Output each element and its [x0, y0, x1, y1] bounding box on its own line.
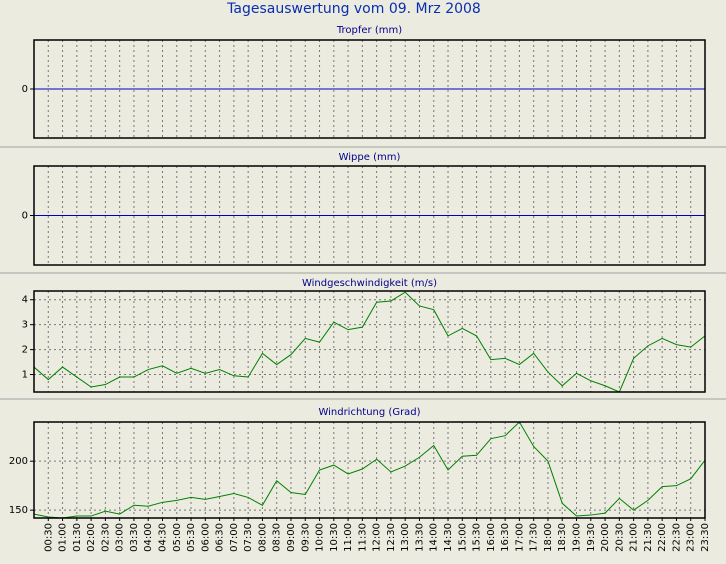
x-tick-label: 18:30	[557, 523, 568, 552]
data-line	[33, 291, 706, 393]
x-tick-label: 21:00	[629, 523, 640, 552]
plot-border	[33, 165, 706, 266]
x-tick-label: 11:30	[357, 523, 368, 552]
x-tick-label: 17:00	[514, 523, 525, 552]
panel-title: Windrichtung (Grad)	[318, 407, 420, 418]
x-tick-label: 11:00	[343, 523, 354, 552]
x-tick-label: 20:30	[614, 523, 625, 552]
x-tick-label: 23:30	[700, 523, 711, 552]
y-tick-label: 0	[22, 211, 28, 222]
plot-area	[34, 422, 705, 518]
x-tick-label: 01:30	[72, 523, 83, 552]
x-tick-label: 12:30	[386, 523, 397, 552]
y-tick-label: 150	[9, 505, 28, 516]
x-tick-label: 18:00	[543, 523, 554, 552]
x-tick-label: 23:00	[686, 523, 697, 552]
x-tick-label: 08:30	[272, 523, 283, 552]
panel-title: Wippe (mm)	[339, 152, 401, 163]
x-tick-label: 10:00	[315, 523, 326, 552]
x-tick-label: 06:00	[200, 523, 211, 552]
plot-border	[33, 421, 706, 519]
x-tick-label: 19:00	[572, 523, 583, 552]
x-tick-label: 16:30	[500, 523, 511, 552]
x-tick-label: 03:00	[115, 523, 126, 552]
x-tick-label: 20:00	[600, 523, 611, 552]
x-tick-label: 06:30	[215, 523, 226, 552]
x-tick-label: 15:30	[472, 523, 483, 552]
x-tick-label: 14:00	[429, 523, 440, 552]
y-tick-label: 4	[22, 295, 28, 306]
x-tick-label: 02:30	[100, 523, 111, 552]
y-tick-label: 0	[22, 84, 28, 95]
y-tick-label: 1	[22, 370, 28, 381]
x-tick-label: 13:00	[400, 523, 411, 552]
plot-area	[34, 291, 705, 392]
y-tick-label: 200	[9, 456, 28, 467]
x-tick-label: 12:00	[372, 523, 383, 552]
x-tick-label: 16:00	[486, 523, 497, 552]
x-tick-label: 07:00	[229, 523, 240, 552]
x-tick-label: 07:30	[243, 523, 254, 552]
data-line	[33, 421, 706, 519]
x-tick-label: 22:00	[657, 523, 668, 552]
x-tick-label: 09:00	[286, 523, 297, 552]
y-tick-label: 2	[22, 345, 28, 356]
panel-title: Tropfer (mm)	[336, 25, 402, 36]
x-tick-label: 21:30	[643, 523, 654, 552]
x-tick-label: 03:30	[129, 523, 140, 552]
x-tick-label: 22:30	[671, 523, 682, 552]
x-tick-label: 10:30	[329, 523, 340, 552]
x-tick-label: 09:30	[300, 523, 311, 552]
plot-border	[33, 290, 706, 393]
chart-title: Tagesauswertung vom 09. Mrz 2008	[226, 1, 481, 17]
x-tick-label: 05:30	[186, 523, 197, 552]
x-tick-label: 04:00	[143, 523, 154, 552]
x-tick-label: 13:30	[414, 523, 425, 552]
x-tick-label: 15:00	[457, 523, 468, 552]
plot-border	[33, 39, 706, 139]
x-tick-label: 01:00	[58, 523, 69, 552]
y-tick-label: 3	[22, 320, 28, 331]
x-tick-label: 08:00	[257, 523, 268, 552]
x-tick-label: 05:00	[172, 523, 183, 552]
x-tick-label: 02:00	[86, 523, 97, 552]
x-tick-label: 17:30	[529, 523, 540, 552]
x-tick-label: 00:30	[43, 523, 54, 552]
x-tick-label: 04:30	[157, 523, 168, 552]
x-tick-label: 19:30	[586, 523, 597, 552]
panel-title: Windgeschwindigkeit (m/s)	[302, 278, 437, 289]
x-tick-label: 14:30	[443, 523, 454, 552]
